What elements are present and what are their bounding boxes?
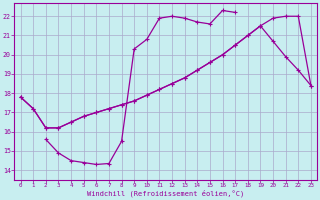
- X-axis label: Windchill (Refroidissement éolien,°C): Windchill (Refroidissement éolien,°C): [87, 190, 244, 197]
